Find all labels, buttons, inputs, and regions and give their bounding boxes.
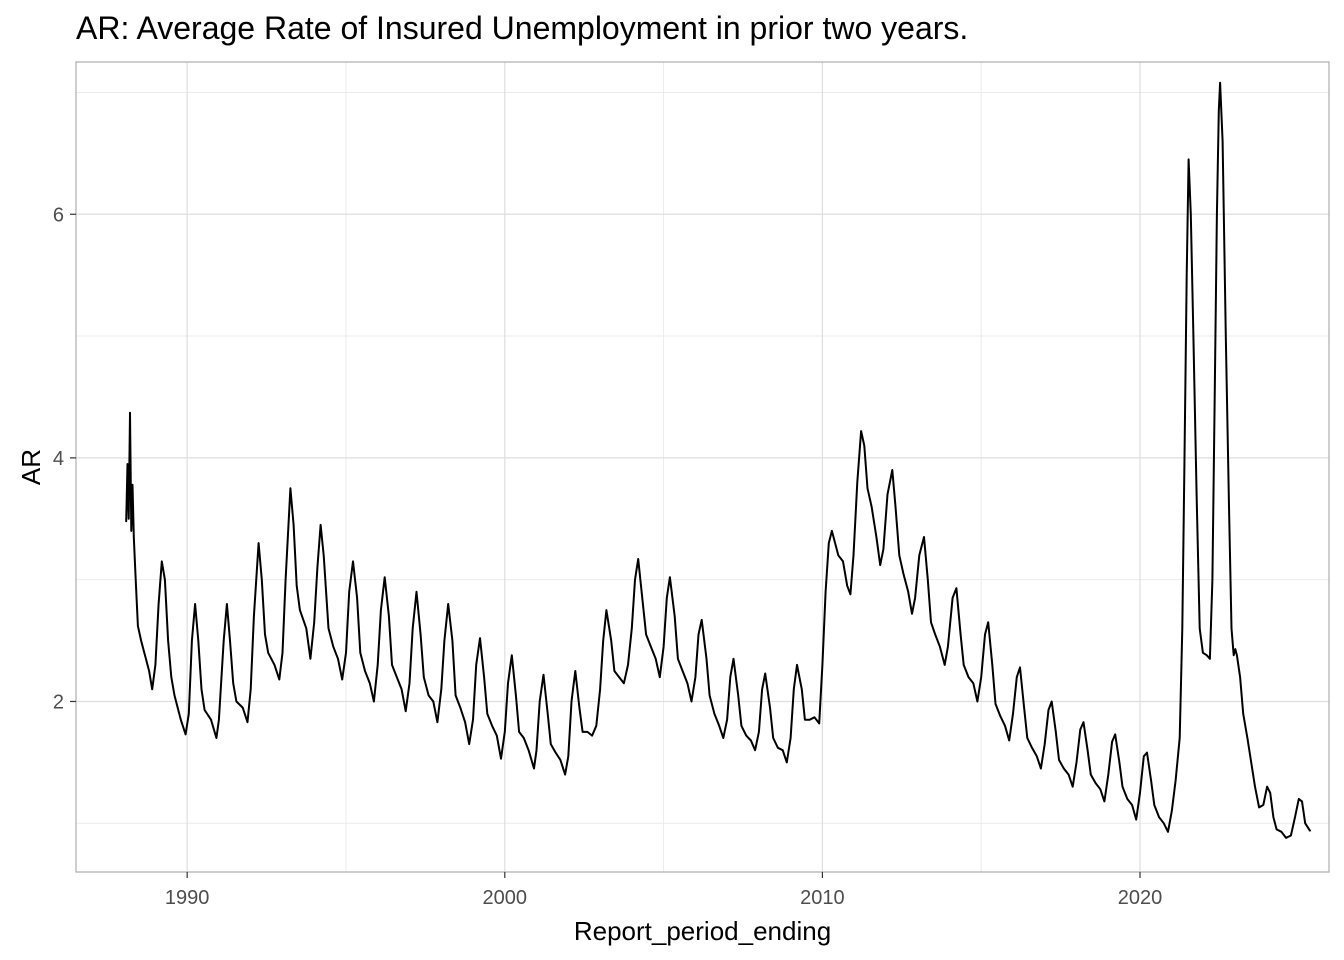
x-tick-label: 2010	[800, 887, 845, 909]
x-axis-title: Report_period_ending	[574, 916, 831, 946]
y-tick-label: 2	[53, 691, 64, 713]
y-axis-title: AR	[16, 449, 46, 485]
y-tick-label: 4	[53, 448, 64, 470]
x-tick-label: 1990	[165, 887, 210, 909]
y-tick-label: 6	[53, 204, 64, 226]
chart-title: AR: Average Rate of Insured Unemployment…	[76, 10, 969, 46]
series-line	[125, 81, 1311, 839]
major-gridlines	[76, 62, 1329, 872]
x-tick-label: 2020	[1118, 887, 1163, 909]
series-layer	[125, 81, 1311, 839]
plot-panel-border	[75, 61, 1330, 873]
x-axis-ticks: 1990 2000 2010 2020	[165, 872, 1162, 909]
y-axis-ticks: 2 4 6	[53, 204, 76, 713]
x-tick-label: 2000	[483, 887, 528, 909]
minor-gridlines	[76, 62, 1329, 872]
